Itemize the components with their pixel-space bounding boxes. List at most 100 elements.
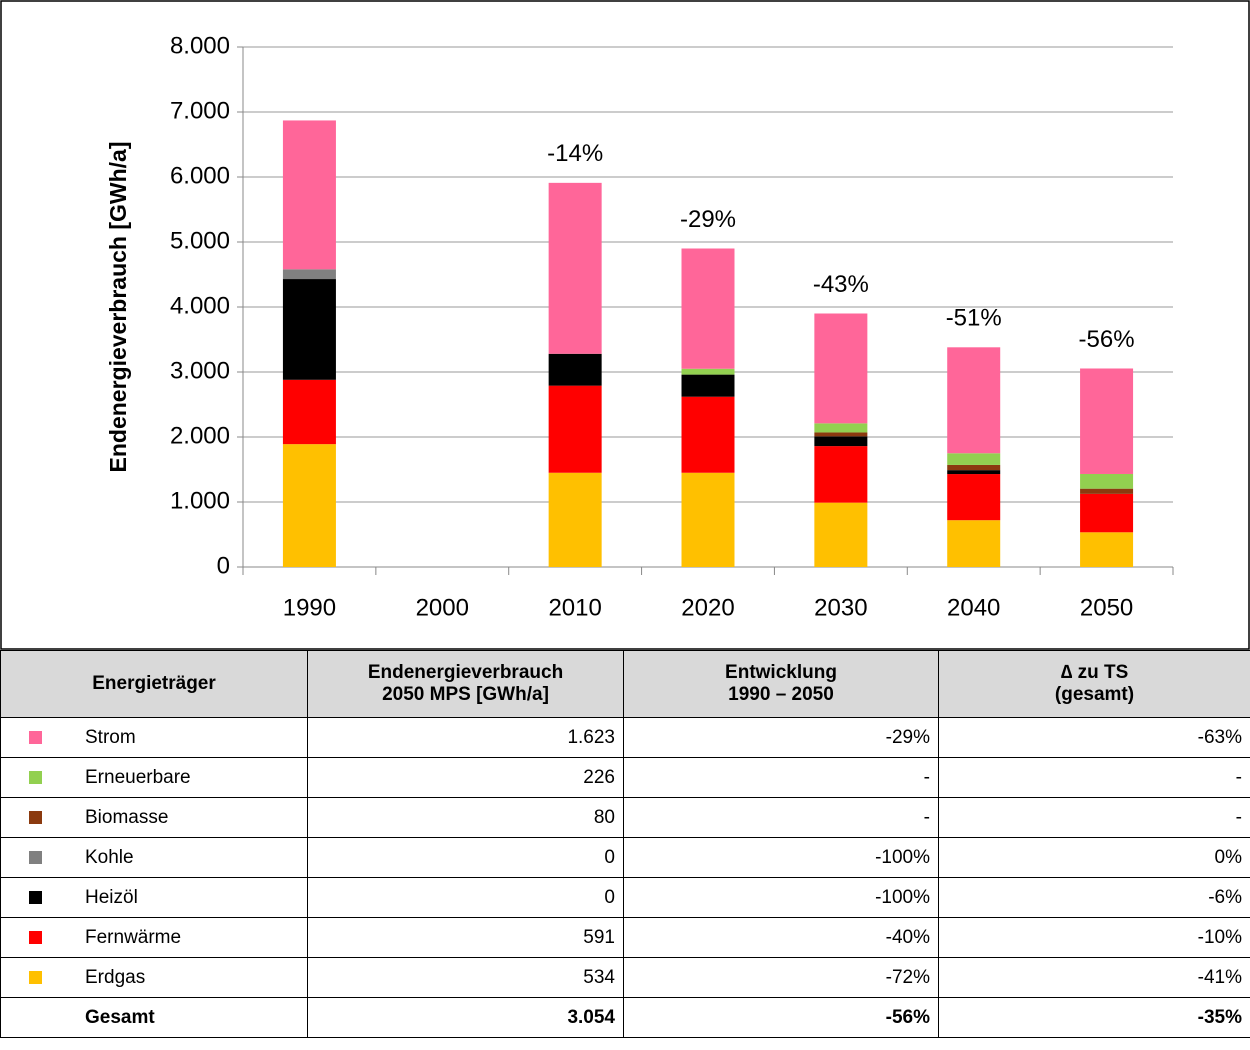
row-label: Fernwärme — [85, 926, 182, 948]
cell: -6% — [938, 877, 1250, 918]
y-tick-label: 5.000 — [170, 227, 230, 254]
column-header: ∆ zu TS (gesamt) — [938, 650, 1250, 718]
cell: 534 — [307, 957, 624, 998]
row-label: Erdgas — [85, 966, 146, 988]
cell: - — [623, 797, 939, 838]
cell: -63% — [938, 717, 1250, 758]
bar-segment — [282, 120, 336, 270]
row-label: Heizöl — [85, 886, 138, 908]
bar-segment — [681, 368, 735, 375]
bar-segment — [814, 432, 868, 437]
bar-segment — [1080, 488, 1134, 494]
cell: 226 — [307, 757, 624, 798]
total-row: Gesamt 3.054 -56% -35% — [0, 997, 1250, 1038]
bar-segment — [548, 472, 602, 567]
bar-segment — [548, 353, 602, 386]
bar-segment — [947, 474, 1001, 521]
annotation: -29% — [680, 206, 736, 233]
swatch — [29, 770, 42, 784]
y-tick-label: 0 — [217, 552, 230, 579]
cell: 0 — [307, 877, 624, 918]
x-tick-label: 2020 — [681, 594, 734, 621]
cell: -35% — [938, 997, 1250, 1038]
cell: -40% — [623, 917, 939, 958]
bar-segment — [947, 470, 1001, 475]
cell: Kohle — [0, 837, 308, 878]
column-header: Energieträger — [0, 650, 308, 718]
cell: Fernwärme — [0, 917, 308, 958]
table-row: Erneuerbare 226- - — [0, 757, 1250, 798]
row-label: Kohle — [85, 846, 134, 868]
column-header: Endenergieverbrauch 2050 MPS [GWh/a] — [307, 650, 624, 718]
bar-segment — [814, 446, 868, 503]
bar-segment — [947, 464, 1001, 471]
bar-segment — [814, 436, 868, 447]
bar-segment — [1080, 532, 1134, 567]
cell: 80 — [307, 797, 624, 838]
annotation: -51% — [946, 305, 1002, 332]
x-tick-label: 1990 — [283, 594, 336, 621]
x-tick-label: 2050 — [1080, 594, 1133, 621]
bar-segment — [282, 379, 336, 445]
swatch — [29, 930, 42, 944]
table-row: Kohle 0 -100% 0% — [0, 837, 1250, 878]
cell: -56% — [623, 997, 939, 1038]
cell: 3.054 — [307, 997, 624, 1038]
swatch — [29, 730, 42, 744]
bar-segment — [947, 347, 1001, 454]
y-tick-label: 2.000 — [170, 422, 230, 449]
bar-segment — [814, 313, 868, 424]
bar-segment — [548, 182, 602, 354]
bar-segment — [947, 453, 1001, 465]
bar-segment — [1080, 473, 1134, 489]
y-axis-label: Endenergieverbrauch [GWh/a] — [105, 141, 131, 472]
row-label: Biomasse — [85, 806, 169, 828]
x-tick-label: 2010 — [548, 594, 601, 621]
bar-segment — [548, 385, 602, 473]
cell: -72% — [623, 957, 939, 998]
row-label: Gesamt — [85, 1006, 155, 1028]
table-row: Fernwärme 591 -40% -10% — [0, 917, 1250, 958]
cell: Heizöl — [0, 877, 308, 918]
bar-segment — [282, 279, 336, 380]
chart-border — [0, 0, 1250, 650]
cell: -41% — [938, 957, 1250, 998]
table-body: Strom 1.623 -29% -63% Erneuerbare 226- - Biomas… — [0, 717, 1250, 1038]
chart: Endenergieverbrauch [GWh/a] 0 1.000 2.000 3… — [0, 0, 1250, 650]
cell: -29% — [623, 717, 939, 758]
swatch — [29, 970, 42, 984]
x-tick-label: 2040 — [947, 594, 1000, 621]
bar-segment — [681, 248, 735, 369]
cell: Gesamt — [0, 997, 308, 1038]
y-tick-label: 8.000 — [170, 32, 230, 59]
bar-segment — [1080, 493, 1134, 533]
swatch — [29, 890, 42, 904]
y-tick-label: 4.000 — [170, 292, 230, 319]
cell: -10% — [938, 917, 1250, 958]
table: Energieträger Endenergieverbrauch 2050 MP… — [0, 650, 1250, 1038]
row-label: Strom — [85, 726, 136, 748]
cell: Erdgas — [0, 957, 308, 998]
bar-segment — [814, 423, 868, 433]
cell: - — [938, 797, 1250, 838]
cell: 0% — [938, 837, 1250, 878]
cell: 1.623 — [307, 717, 624, 758]
bar-segment — [282, 444, 336, 567]
bar-segment — [681, 374, 735, 397]
annotation: -14% — [547, 140, 603, 167]
cell: - — [623, 757, 939, 798]
y-tick-label: 7.000 — [170, 97, 230, 124]
y-tick-label: 3.000 — [170, 357, 230, 384]
table-row: Strom 1.623 -29% -63% — [0, 717, 1250, 758]
cell: Strom — [0, 717, 308, 758]
y-tick-label: 1.000 — [170, 487, 230, 514]
bar-segment — [282, 269, 336, 280]
cell: -100% — [623, 877, 939, 918]
y-tick-label: 6.000 — [170, 162, 230, 189]
annotation: -43% — [813, 271, 869, 298]
table-row: Heizöl 0 -100% -6% — [0, 877, 1250, 918]
cell: 0 — [307, 837, 624, 878]
bar-segment — [1080, 368, 1134, 474]
row-label: Erneuerbare — [85, 766, 191, 788]
